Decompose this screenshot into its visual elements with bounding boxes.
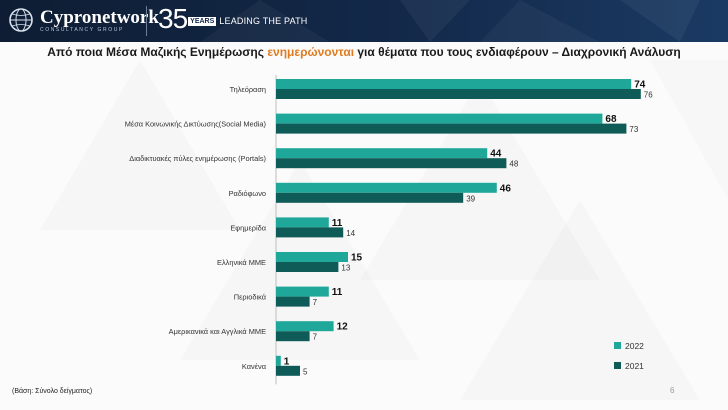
brand-subtitle: CONSULTANCY GROUP <box>40 26 124 33</box>
category-label: Περιοδικά <box>234 293 267 302</box>
brand-name: Cypronetwork <box>40 6 159 28</box>
anniversary-badge: 35 YEARS LEADING THE PATH <box>158 5 308 33</box>
legend-label-2021: 2021 <box>625 361 644 371</box>
bar-2022 <box>276 113 603 124</box>
bar-2021 <box>276 89 641 99</box>
category-label: Τηλεόραση <box>230 85 266 94</box>
slide-body <box>0 42 728 410</box>
data-label-2022: 15 <box>351 253 363 264</box>
data-label-2022: 12 <box>337 322 349 333</box>
bar-2021 <box>276 227 344 238</box>
bar-2021 <box>276 262 339 272</box>
data-label-2021: 76 <box>644 91 653 100</box>
bar-2021 <box>276 158 507 169</box>
bar-2021 <box>276 331 310 342</box>
brand-logo[interactable]: Cypronetwork CONSULTANCY GROUP <box>8 7 159 33</box>
anniversary-number: 35 <box>158 3 188 34</box>
bar-2022 <box>276 321 334 332</box>
category-label: Αμερικανικά και Αγγλικά ΜΜΕ <box>169 327 266 336</box>
title-highlight: ενημερώνονται <box>267 45 355 59</box>
category-label: Εφημερίδα <box>230 223 266 232</box>
data-label-2021: 7 <box>313 298 318 307</box>
title-text-end: για θέματα που τους ενδιαφέρουν – Διαχρο… <box>354 45 681 59</box>
data-label-2022: 68 <box>605 114 617 125</box>
data-label-2022: 44 <box>490 149 502 160</box>
bar-2022 <box>276 182 497 193</box>
page-number: 6 <box>670 386 675 395</box>
bar-2021 <box>276 192 464 203</box>
data-label-2022: 1 <box>284 356 290 367</box>
bar-2022 <box>276 252 348 262</box>
bar-2022 <box>276 79 632 89</box>
data-label-2022: 11 <box>332 287 343 298</box>
title-text-start: Από ποια Μέσα Μαζικής Ενημέρωσης <box>47 45 268 59</box>
legend-swatch-2022 <box>614 342 621 349</box>
bar-2021 <box>276 365 300 376</box>
data-label-2021: 48 <box>509 160 518 169</box>
bar-2021 <box>276 296 310 307</box>
data-label-2021: 39 <box>466 194 475 203</box>
anniversary-tagline: LEADING THE PATH <box>219 16 308 26</box>
bar-2022 <box>276 217 329 228</box>
data-label-2022: 11 <box>332 218 343 229</box>
bar-2021 <box>276 123 627 134</box>
page-title: Από ποια Μέσα Μαζικής Ενημέρωσης ενημερώ… <box>0 45 728 59</box>
data-label-2022: 46 <box>500 183 512 194</box>
data-label-2021: 13 <box>341 264 350 273</box>
header-banner: Cypronetwork CONSULTANCY GROUP 35 YEARS … <box>0 0 728 42</box>
anniversary-years: YEARS <box>188 17 217 26</box>
category-label: Μέσα Κοινωνικής Δικτύωσης(Social Media) <box>125 120 266 129</box>
globe-icon <box>9 8 33 32</box>
category-label: Κανένα <box>242 362 267 371</box>
header-pattern <box>200 0 700 42</box>
category-label: Διαδικτυακές πύλες ενημέρωσης (Portals) <box>129 154 266 163</box>
bar-2022 <box>276 355 281 366</box>
legend-swatch-2021 <box>614 362 621 369</box>
data-label-2021: 14 <box>346 229 355 238</box>
data-label-2022: 74 <box>634 80 646 91</box>
data-label-2021: 5 <box>303 367 308 376</box>
bar-2022 <box>276 148 488 159</box>
bar-2022 <box>276 286 329 297</box>
legend-label-2022: 2022 <box>625 341 644 351</box>
header-divider <box>146 6 147 36</box>
footnote: (Βάση: Σύνολο δείγματος) <box>12 388 93 395</box>
data-label-2021: 7 <box>313 333 318 342</box>
category-label: Ελληνικά ΜΜΕ <box>217 258 266 267</box>
data-label-2021: 73 <box>629 125 638 134</box>
category-label: Ραδιόφωνο <box>229 189 266 198</box>
